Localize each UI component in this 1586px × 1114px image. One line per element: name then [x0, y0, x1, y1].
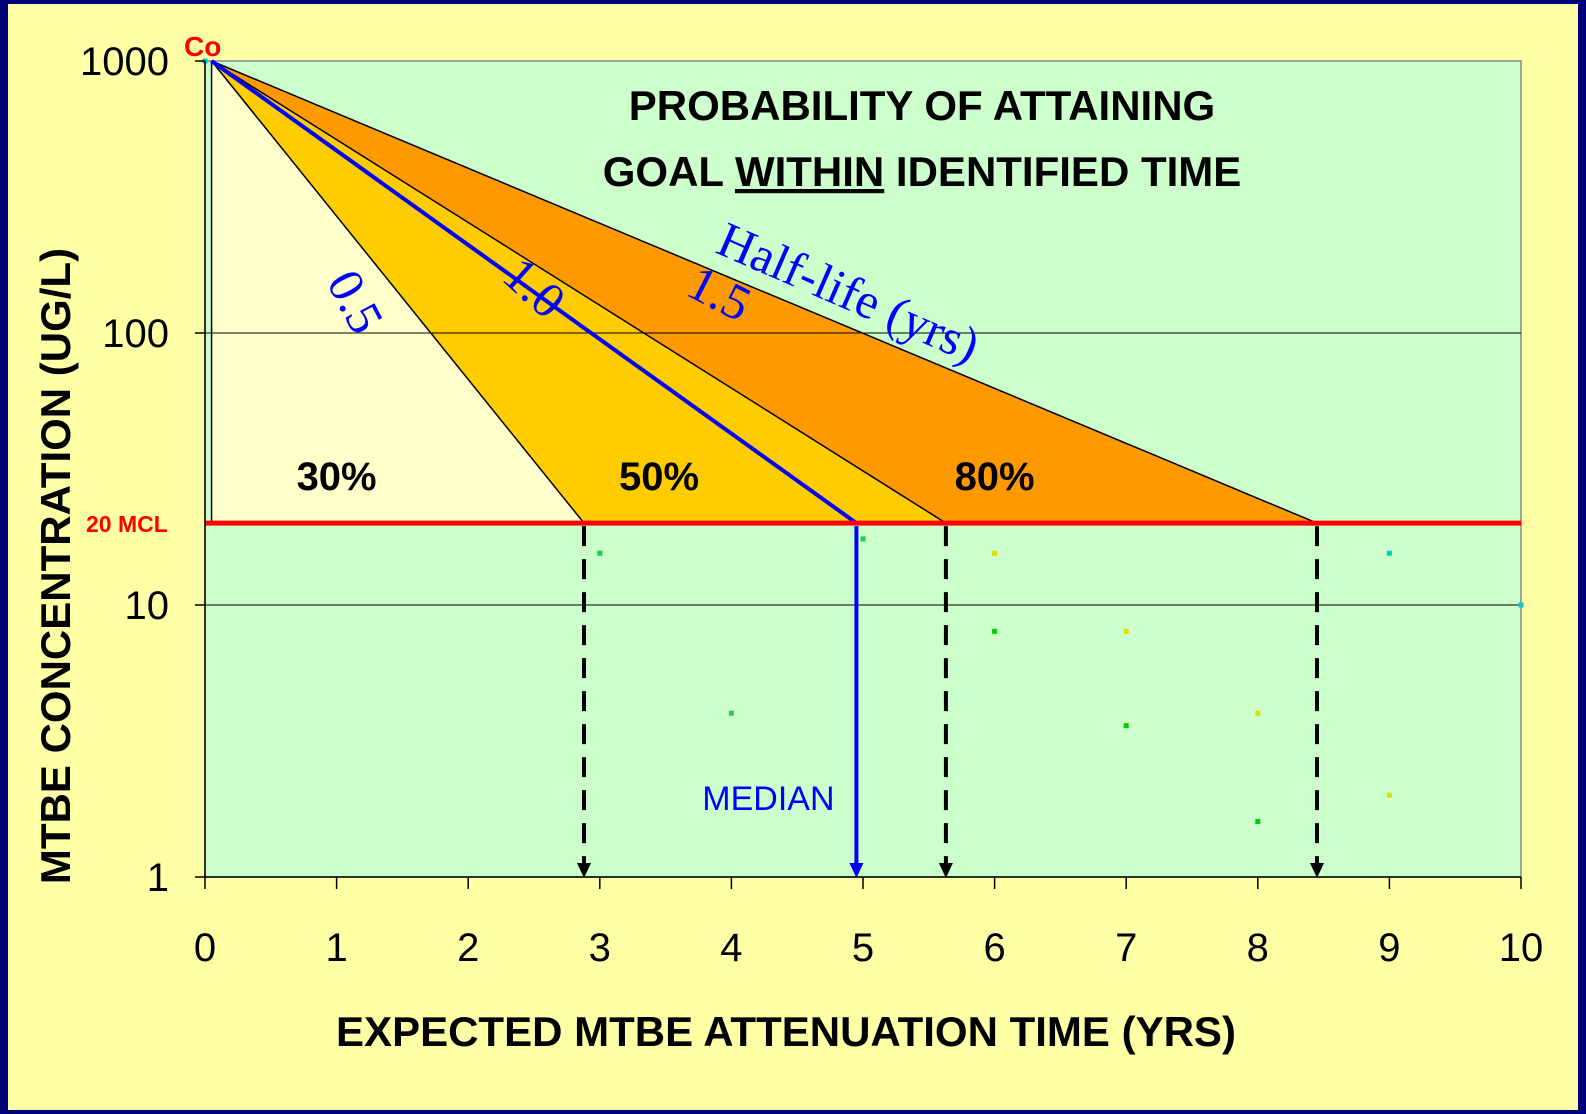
x-tick-label-4: 4	[720, 926, 742, 970]
start-label: Co	[184, 31, 221, 62]
scatter-point-8	[1255, 818, 1261, 824]
scatter-point-6	[1123, 723, 1129, 729]
half-life-line-1.5	[211, 60, 1318, 524]
scatter-point-9	[1386, 550, 1392, 556]
drop-arrow-3	[1310, 863, 1325, 878]
x-tick-label-0: 0	[194, 926, 216, 970]
scatter-point-4	[992, 628, 998, 634]
scatter-point-11	[1518, 602, 1524, 608]
mcl-label: 20 MCL	[86, 511, 168, 537]
x-tick-label-1: 1	[325, 926, 347, 970]
x-tick-label-10: 10	[1499, 926, 1544, 970]
scatter-point-0	[597, 550, 603, 556]
scatter-point-10	[1386, 792, 1392, 798]
x-tick-label-5: 5	[852, 926, 874, 970]
median-label: MEDIAN	[702, 780, 834, 818]
region-label-2: 80%	[955, 455, 1035, 499]
y-tick-label-100: 100	[102, 312, 169, 356]
x-tick-label-6: 6	[983, 926, 1005, 970]
x-tick-label-2: 2	[457, 926, 479, 970]
median-drop-arrow	[849, 863, 864, 878]
x-tick-label-8: 8	[1247, 926, 1269, 970]
chart-frame: 0 1 2 3 4 5 6 7 8 9 10 1 10 100 1000 PROBABILITY OF AT…	[8, 4, 1578, 1110]
drop-arrow-2	[938, 863, 953, 878]
scatter-point-7	[1255, 710, 1261, 716]
y-tick-label-1000: 1000	[80, 40, 169, 84]
chart-title-line1: PROBABILITY OF ATTAINING	[629, 82, 1215, 129]
scatter-point-5	[1123, 628, 1129, 634]
x-tick-label-7: 7	[1115, 926, 1137, 970]
y-tick-label-10: 10	[125, 584, 170, 628]
scatter-point-3	[992, 550, 998, 556]
chart-title-line2: GOAL WITHIN IDENTIFIED TIME	[603, 148, 1242, 195]
region-label-1: 50%	[619, 455, 699, 499]
x-tick-label-3: 3	[589, 926, 611, 970]
boundary-line-mid	[211, 60, 947, 524]
x-axis-label: EXPECTED MTBE ATTENUATION TIME (YRS)	[336, 1008, 1236, 1055]
y-axis-label: MTBE CONCENTRATION (UG/L)	[32, 248, 79, 884]
region-label-0: 30%	[297, 455, 377, 499]
x-tick-label-9: 9	[1378, 926, 1400, 970]
half-life-line-0.5	[210, 60, 585, 524]
scatter-point-2	[860, 536, 866, 542]
drop-arrow-0	[577, 863, 592, 878]
y-tick-label-1: 1	[147, 856, 169, 900]
scatter-point-1	[728, 710, 734, 716]
half-life-line-1.0	[210, 59, 858, 525]
